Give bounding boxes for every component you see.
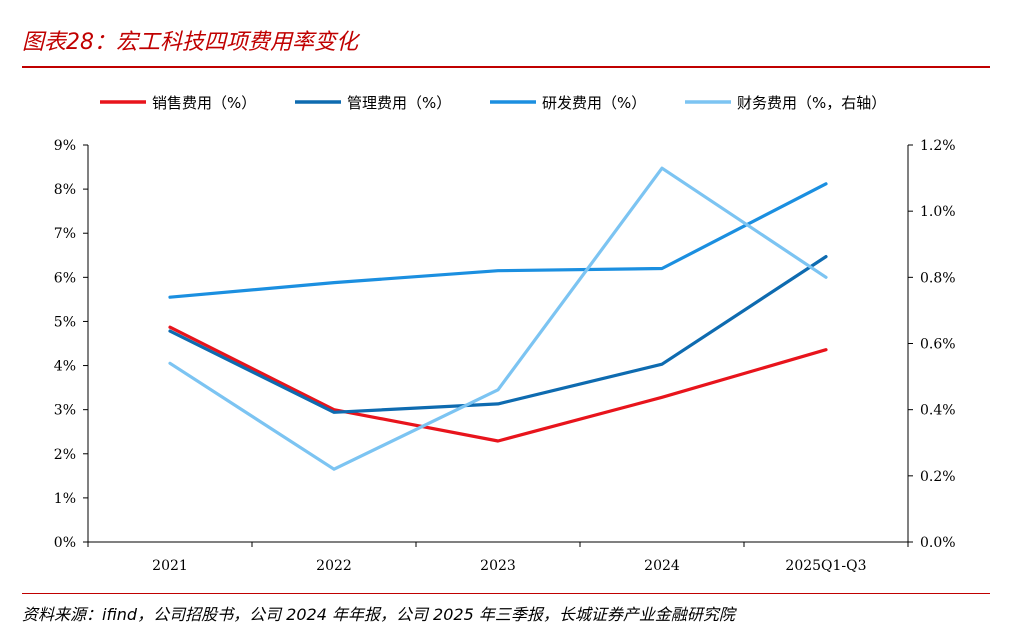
series-line-3 bbox=[168, 182, 828, 299]
right-tick-label: 1.0% bbox=[920, 204, 956, 220]
left-tick-label: 5% bbox=[54, 314, 76, 330]
title-underline bbox=[22, 66, 990, 68]
right-tick-label: 1.2% bbox=[920, 138, 956, 154]
legend-label-4: 财务费用（%，右轴） bbox=[737, 94, 886, 112]
left-tick-label: 4% bbox=[54, 359, 76, 375]
left-tick-label: 9% bbox=[54, 138, 76, 154]
x-tick-label: 2024 bbox=[644, 558, 680, 574]
left-tick-label: 8% bbox=[54, 182, 76, 198]
left-tick-label: 2% bbox=[54, 447, 76, 463]
left-tick-label: 0% bbox=[54, 535, 76, 551]
legend-label-2: 管理费用（%） bbox=[347, 94, 451, 112]
right-tick-label: 0.0% bbox=[920, 535, 956, 551]
series-line-2 bbox=[168, 255, 828, 414]
right-tick-label: 0.8% bbox=[920, 270, 956, 286]
legend-label-1: 销售费用（%） bbox=[152, 94, 256, 112]
right-tick-label: 0.4% bbox=[920, 403, 956, 419]
series-line-4 bbox=[168, 166, 828, 471]
x-tick-label: 2025Q1-Q3 bbox=[785, 558, 866, 574]
x-tick-label: 2022 bbox=[316, 558, 352, 574]
series-line-1 bbox=[168, 325, 828, 443]
source-divider bbox=[22, 593, 990, 594]
left-tick-label: 1% bbox=[54, 491, 76, 507]
series-lines bbox=[168, 166, 828, 471]
x-tick-label: 2021 bbox=[152, 558, 188, 574]
right-tick-label: 0.6% bbox=[920, 337, 956, 353]
right-tick-label: 0.2% bbox=[920, 469, 956, 485]
legend: 销售费用（%） 管理费用（%） 研发费用（%） 财务费用（%，右轴） bbox=[100, 94, 886, 112]
figure-title: 图表28：宏工科技四项费用率变化 bbox=[22, 30, 358, 55]
legend-label-3: 研发费用（%） bbox=[542, 94, 646, 112]
left-tick-label: 3% bbox=[54, 403, 76, 419]
source-note: 资料来源：ifind，公司招股书，公司 2024 年年报，公司 2025 年三季… bbox=[22, 605, 735, 624]
axes: 0% 1% 2% 3% 4% 5% 6% 7% 8% 9% 0.0% 0.2% 0.4% 0.6% 0.8%… bbox=[54, 138, 956, 574]
left-tick-label: 7% bbox=[54, 226, 76, 242]
left-tick-label: 6% bbox=[54, 270, 76, 286]
x-tick-label: 2023 bbox=[480, 558, 516, 574]
